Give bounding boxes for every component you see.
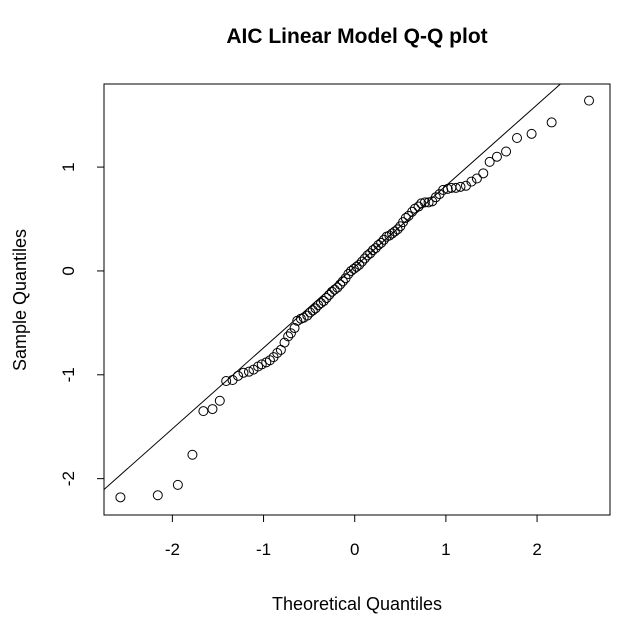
x-tick-label: -1	[256, 540, 271, 559]
data-point	[207, 404, 218, 415]
data-point	[546, 117, 557, 128]
data-point	[243, 366, 254, 377]
data-point	[115, 492, 126, 503]
data-point	[416, 198, 427, 209]
data-point	[283, 331, 294, 342]
points-group	[115, 95, 595, 503]
data-point	[302, 310, 313, 321]
data-point	[370, 243, 381, 254]
x-axis: -2 -1 0 1 2	[165, 514, 542, 559]
data-point	[279, 337, 290, 348]
data-point	[584, 95, 595, 106]
data-point	[307, 305, 318, 316]
data-point	[321, 292, 332, 303]
data-point	[187, 449, 198, 460]
data-point	[310, 303, 321, 314]
data-point	[272, 347, 283, 358]
data-point	[392, 224, 403, 235]
data-point	[152, 490, 163, 501]
data-point	[478, 168, 489, 179]
data-point	[512, 133, 523, 144]
data-point	[389, 226, 400, 237]
chart-title: AIC Linear Model Q-Q plot	[226, 25, 487, 48]
y-tick-label: 1	[59, 162, 78, 171]
data-point	[329, 284, 340, 295]
data-point	[256, 359, 267, 370]
data-point	[221, 376, 232, 387]
data-point	[354, 259, 365, 270]
y-tick-label: -2	[59, 471, 78, 486]
data-point	[238, 367, 249, 378]
data-point	[172, 479, 183, 490]
data-point	[324, 289, 335, 300]
data-point	[343, 269, 354, 280]
data-point	[351, 261, 362, 272]
y-axis: -2 -1 0 1	[59, 162, 105, 486]
data-point	[400, 212, 411, 223]
data-point	[455, 181, 466, 192]
data-point	[423, 197, 434, 208]
reference-line-group	[104, 84, 562, 490]
data-point	[214, 395, 225, 406]
data-point	[332, 282, 343, 293]
reference-line	[104, 84, 562, 490]
data-point	[233, 370, 244, 381]
data-point	[367, 245, 378, 256]
data-point	[264, 355, 275, 366]
data-point	[466, 176, 477, 187]
y-tick-label: -1	[59, 367, 78, 382]
data-point	[337, 276, 348, 287]
data-point	[526, 128, 537, 139]
data-point	[198, 406, 209, 417]
data-point	[442, 183, 453, 194]
data-point	[365, 248, 376, 259]
data-point	[289, 323, 300, 334]
data-point	[335, 279, 346, 290]
x-tick-label: 0	[350, 540, 359, 559]
data-point	[373, 239, 384, 250]
data-point	[357, 256, 368, 267]
data-point	[318, 296, 329, 307]
data-point	[430, 192, 441, 203]
data-point	[407, 206, 418, 217]
data-point	[362, 250, 373, 261]
data-point	[501, 146, 512, 157]
plot-frame	[103, 83, 611, 516]
x-tick-label: -2	[165, 540, 180, 559]
x-tick-label: 1	[441, 540, 450, 559]
y-tick-label: 0	[59, 266, 78, 275]
data-point	[359, 253, 370, 264]
x-axis-label: Theoretical Quantiles	[272, 594, 442, 614]
data-point	[471, 173, 482, 184]
data-point	[484, 156, 495, 167]
x-tick-label: 2	[532, 540, 541, 559]
data-point	[285, 328, 296, 339]
data-point	[376, 237, 387, 248]
y-axis-label: Sample Quantiles	[10, 229, 30, 371]
data-point	[315, 298, 326, 309]
data-point	[450, 182, 461, 193]
data-point	[419, 197, 430, 208]
data-point	[491, 151, 502, 162]
